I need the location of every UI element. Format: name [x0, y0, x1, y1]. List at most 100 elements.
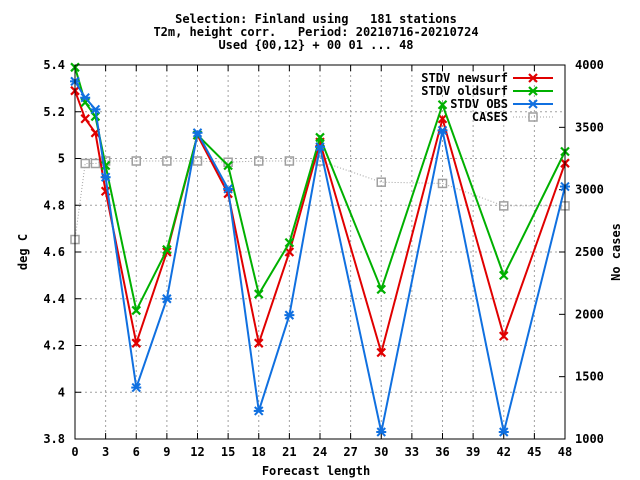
x-tick-label: 24 — [313, 445, 327, 459]
x-tick-label: 6 — [133, 445, 140, 459]
x-tick-label: 39 — [466, 445, 480, 459]
x-axis-title: Forecast length — [262, 464, 370, 478]
data-point-cases — [499, 201, 509, 211]
y-tick-label: 4.6 — [43, 245, 65, 259]
data-point-stdv-oldsurf — [162, 244, 172, 255]
data-point-stdv-oldsurf-stroke — [90, 111, 101, 122]
data-point-stdv-obs — [376, 427, 387, 437]
series-stdv-obs — [70, 76, 570, 437]
data-point-stdv-oldsurf — [376, 284, 387, 295]
data-point-stdv-obs — [90, 104, 101, 115]
grid — [75, 65, 565, 439]
data-point-stdv-obs — [223, 184, 234, 194]
legend-label-stdv-newsurf: STDV newsurf — [421, 71, 508, 85]
x-tick-label: 42 — [497, 445, 511, 459]
y2-tick-label: 1500 — [575, 370, 604, 384]
y2-axis-title: No cases — [609, 223, 623, 281]
x-tick-label: 27 — [343, 445, 357, 459]
x-tick-label: 33 — [405, 445, 419, 459]
x-tick-label: 0 — [71, 445, 78, 459]
legend-marker-cases — [528, 112, 538, 122]
legend-label-stdv-obs: STDV OBS — [450, 97, 508, 111]
data-point-stdv-newsurf — [80, 113, 90, 124]
data-point-stdv-obs — [437, 125, 448, 136]
data-point-cases — [376, 177, 386, 187]
data-point-stdv-oldsurf — [253, 289, 264, 299]
series-cases — [70, 156, 570, 245]
y-tick-label: 4.2 — [43, 339, 65, 353]
data-point-stdv-oldsurf-stroke — [284, 237, 295, 248]
legend-label-cases: CASES — [472, 110, 508, 124]
data-point-stdv-oldsurf-stroke — [100, 160, 111, 171]
data-point-stdv-newsurf-stroke — [80, 113, 90, 124]
data-point-stdv-oldsurf-stroke — [376, 284, 387, 295]
data-point-stdv-newsurf — [284, 247, 295, 257]
data-point-stdv-obs — [284, 310, 295, 320]
y2-tick-label: 2000 — [575, 307, 604, 321]
x-tick-label: 21 — [282, 445, 296, 459]
data-point-cases — [131, 156, 141, 166]
x-tick-label: 9 — [163, 445, 170, 459]
y-tick-label: 5 — [58, 152, 65, 166]
x-tick-label: 3 — [102, 445, 109, 459]
data-point-stdv-oldsurf-stroke — [498, 270, 509, 281]
data-point-stdv-newsurf-stroke — [100, 186, 111, 197]
y-tick-label: 4 — [58, 385, 65, 399]
data-point-stdv-obs — [192, 128, 203, 138]
data-point-stdv-obs — [80, 93, 91, 103]
y-tick-label: 3.8 — [43, 432, 65, 446]
data-point-stdv-oldsurf-stroke — [131, 305, 142, 316]
data-point-stdv-newsurf-stroke — [131, 338, 142, 348]
data-point-stdv-newsurf — [376, 347, 387, 358]
data-point-stdv-oldsurf — [131, 305, 142, 316]
data-point-cases — [254, 156, 264, 166]
y-tick-label: 5.2 — [43, 105, 65, 119]
data-point-stdv-oldsurf — [498, 270, 509, 281]
data-point-stdv-obs — [131, 382, 142, 393]
data-point-stdv-oldsurf-stroke — [315, 132, 325, 143]
data-point-cases — [437, 178, 448, 189]
x-tick-label: 36 — [435, 445, 449, 459]
data-point-stdv-newsurf-stroke — [284, 247, 295, 257]
data-point-stdv-oldsurf — [284, 237, 295, 248]
y2-tick-label: 1000 — [575, 432, 604, 446]
data-point-cases — [192, 156, 203, 166]
legend-marker-stdv-newsurf — [528, 73, 538, 83]
y-axis-title: deg C — [16, 234, 30, 270]
data-point-cases — [80, 158, 90, 169]
data-point-stdv-oldsurf — [223, 160, 233, 171]
data-point-stdv-newsurf — [437, 113, 448, 124]
data-point-stdv-newsurf-stroke — [437, 113, 448, 124]
y2-tick-label: 3500 — [575, 120, 604, 134]
data-point-stdv-oldsurf-stroke — [223, 160, 233, 171]
y2-tick-label: 3000 — [575, 183, 604, 197]
x-tick-label: 12 — [190, 445, 204, 459]
data-point-stdv-obs — [161, 294, 172, 304]
data-point-stdv-oldsurf — [315, 132, 325, 143]
y-tick-label: 5.4 — [43, 58, 65, 72]
y-tick-label: 4.8 — [43, 198, 65, 212]
legend-marker-stdv-oldsurf-stroke — [528, 86, 538, 96]
plot-frame — [74, 64, 566, 440]
data-point-stdv-obs — [100, 172, 111, 182]
data-point-stdv-oldsurf — [437, 99, 448, 110]
x-tick-label: 15 — [221, 445, 235, 459]
legend-marker-stdv-obs — [528, 99, 538, 109]
data-point-stdv-oldsurf-stroke — [253, 289, 264, 299]
data-point-stdv-oldsurf-stroke — [437, 99, 448, 110]
data-point-cases — [162, 156, 172, 166]
title-line-1: Selection: Finland using 181 stations — [175, 12, 457, 26]
data-point-stdv-obs — [253, 406, 264, 416]
data-point-stdv-newsurf-stroke — [376, 347, 387, 358]
title-line-2: T2m, height corr. Period: 20210716-20210… — [153, 25, 478, 39]
data-point-cases — [90, 158, 101, 169]
data-point-stdv-oldsurf-stroke — [162, 244, 172, 255]
y2-tick-label: 4000 — [575, 58, 604, 72]
title-line-3: Used {00,12} + 00 01 ... 48 — [218, 38, 413, 52]
data-point-cases — [284, 156, 295, 166]
data-point-stdv-newsurf — [253, 338, 264, 348]
legend-marker-stdv-oldsurf — [528, 86, 538, 96]
x-tick-label: 18 — [252, 445, 266, 459]
